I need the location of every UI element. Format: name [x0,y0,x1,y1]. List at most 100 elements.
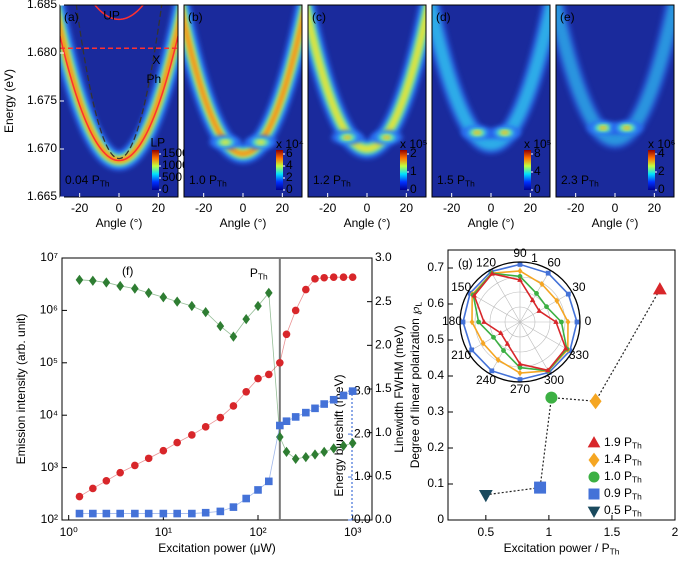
legend-label-sub: Th [632,492,642,502]
marker [75,509,84,518]
colorbar-scale: x 10⁵ [400,137,428,151]
marker [565,291,571,297]
polar-angle-label: 120 [476,255,496,269]
marker [501,348,506,353]
marker [348,387,357,395]
panel-label: (b) [188,10,203,24]
power-label-sub: Th [589,179,599,189]
marker [116,468,124,477]
marker [534,481,547,494]
marker [544,304,549,310]
colorbar-tick-label: 2 [658,164,665,178]
y-axis-title-main: Degree of linear polarization ℘ [408,306,422,468]
x-axis-title: Excitation power / PTh [504,541,620,556]
colorbar-scale: x 10⁶ [648,137,676,151]
marker [302,408,310,417]
marker [339,273,348,282]
x-tick-label: -20 [195,201,213,215]
marker [229,402,238,410]
marker [574,319,580,325]
legend-label-sub: Th [632,458,642,468]
legend-marker [588,452,600,468]
colorbar-tick-label: 0 [658,182,665,196]
legend-label-main: 1.9 P [604,435,632,449]
y-tick-label: 0.5 [427,332,444,346]
x-axis-title: Angle (°) [468,216,515,230]
marker [159,292,168,303]
polar-angle-label: 60 [547,255,561,269]
x-tick-label: 0 [116,201,123,215]
marker [242,314,250,325]
marker [116,280,124,292]
x-axis-title-main: Excitation power / P [504,541,610,555]
panel-label: (f) [122,264,133,278]
colorbar-tick-label: 0 [162,182,169,196]
marker [144,287,153,299]
x-tick-label: -20 [319,201,337,215]
marker [282,417,291,426]
marker [75,274,84,285]
marker [89,484,97,493]
legend-marker [587,436,601,448]
marker [348,273,357,282]
power-label-sub: Th [341,179,351,189]
marker [553,319,559,324]
marker [201,307,210,318]
y-tick-label: 0.2 [427,440,444,454]
marker [489,368,495,374]
marker [254,300,262,312]
series-line [79,276,353,497]
marker [559,319,564,325]
marker [339,391,348,400]
y-tick-label: 10² [41,512,58,526]
y-tick-label: 1.680 [27,45,57,59]
marker [491,334,496,340]
y-tick-label: 0.6 [427,296,444,310]
x-tick-label: 10¹ [155,525,172,539]
polar-angle-label: 270 [510,382,530,396]
y-axis-title: Energy (eV) [2,69,16,133]
power-label-main: 0.04 P [65,173,100,187]
marker [282,330,291,339]
marker [291,413,300,421]
legend-label: 0.5 PTh [604,503,642,518]
polar-angle-label: 330 [569,348,589,362]
marker [291,453,300,464]
x-tick-label: 1 [546,525,553,539]
marker [504,340,511,346]
y2-tick-label: 0.5 [375,469,392,483]
x-tick-label: 2 [672,525,679,539]
colorbar-tick-label: 1500 [162,146,189,160]
marker [264,287,273,299]
marker [517,361,523,366]
marker [159,509,168,518]
x-tick-label: 0 [612,201,619,215]
marker [229,331,238,342]
y3-tick-label: 2.0 [354,426,371,440]
y-tick-label: 0.7 [427,260,444,274]
x-axis-title: Angle (°) [96,216,143,230]
colorbar-scale: x 10⁵ [524,137,552,151]
polar-spoke [489,269,521,323]
legend-label-sub: Th [632,441,642,451]
marker [291,306,300,315]
y-axis-title-sub: L [414,301,424,306]
marker [131,283,139,294]
marker [545,270,551,276]
y3-tick-label: 1.0 [354,469,371,483]
x-axis-title: Angle (°) [592,216,639,230]
marker [460,319,466,325]
photon-branch [75,5,163,160]
panel-label: (c) [312,10,326,24]
marker [545,367,551,373]
marker [545,391,558,404]
marker [173,296,181,307]
y-tick-label: 0.3 [427,404,444,418]
marker [311,404,319,413]
x-axis-title: Excitation power (μW) [158,541,276,555]
marker [478,490,493,503]
x-tick-label: 0 [488,201,495,215]
marker [102,476,111,485]
marker [529,297,536,303]
